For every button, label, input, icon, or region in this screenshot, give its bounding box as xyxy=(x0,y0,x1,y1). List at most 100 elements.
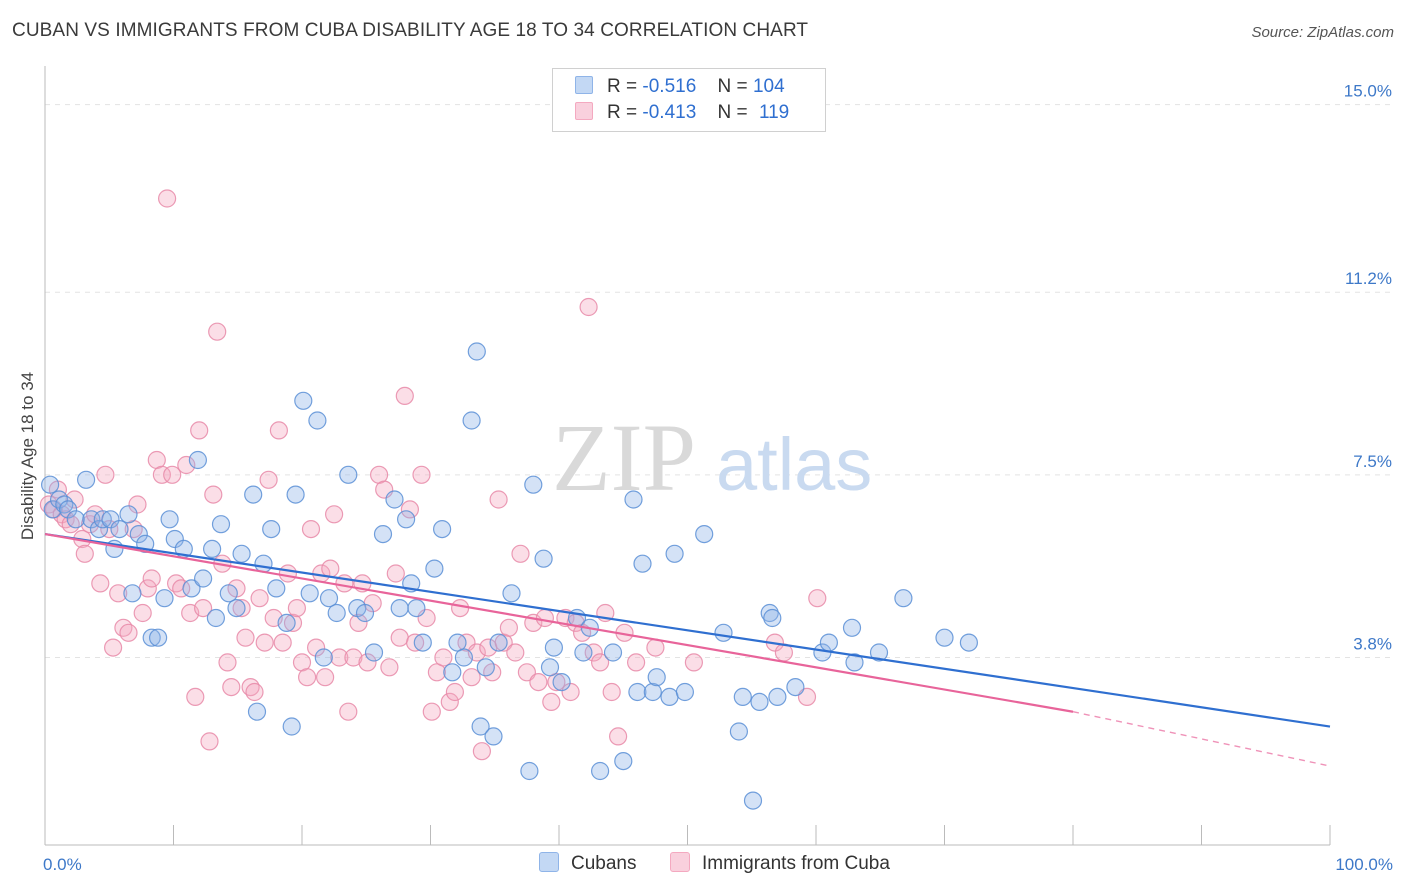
immigrants-point xyxy=(542,692,561,712)
immigrants-point xyxy=(390,628,409,647)
immigrants-point xyxy=(75,544,94,563)
trend-lines xyxy=(44,532,1331,767)
axes xyxy=(44,66,1331,846)
immigrants-point xyxy=(269,421,288,440)
bottom-legend-label-immigrants: Immigrants from Cuba xyxy=(702,853,890,874)
y-tick-label: 11.2% xyxy=(1345,269,1392,288)
watermark-zip: ZIP xyxy=(552,404,696,511)
immigrants-point xyxy=(186,687,205,707)
cubans-point xyxy=(227,598,246,618)
immigrants-point xyxy=(200,732,219,751)
immigrants-point xyxy=(434,648,453,667)
cubans-point xyxy=(763,608,782,628)
x-tick-labels: 0.0% 100.0% xyxy=(43,855,1393,874)
x-tick-label: 100.0% xyxy=(1335,855,1393,874)
cubans-point xyxy=(750,692,769,712)
immigrants-point xyxy=(535,608,555,628)
cubans-point xyxy=(203,539,222,559)
cubans-point xyxy=(760,603,779,623)
cubans-point xyxy=(624,490,643,509)
cubans-point xyxy=(467,342,486,361)
cubans-point xyxy=(244,485,263,504)
cubans-point xyxy=(110,519,129,539)
immigrants-point xyxy=(316,668,335,687)
cubans-point xyxy=(49,490,69,509)
y-tick-label: 3.8% xyxy=(1353,634,1392,653)
cubans-point xyxy=(397,510,416,529)
immigrants-point xyxy=(298,668,317,687)
immigrants-point xyxy=(250,589,269,608)
immigrants-point xyxy=(172,579,191,598)
cubans-point xyxy=(390,598,409,618)
immigrants-point xyxy=(114,618,133,637)
grid-lines xyxy=(45,104,1392,658)
immigrants-point xyxy=(236,628,255,647)
immigrants-point xyxy=(602,682,621,702)
immigrants-point xyxy=(412,465,431,484)
cubans-point xyxy=(267,579,286,598)
cubans-point xyxy=(407,598,426,618)
y-tick-label: 7.5% xyxy=(1353,452,1392,471)
cubans-point xyxy=(647,668,666,687)
immigrants-point xyxy=(65,490,84,509)
immigrants-point xyxy=(506,643,525,662)
cubans-point xyxy=(643,682,662,702)
cubans-point xyxy=(232,544,251,563)
immigrants-point xyxy=(330,648,349,667)
immigrants-point xyxy=(529,672,548,692)
cubans-point xyxy=(471,717,490,736)
immigrants-point xyxy=(194,598,213,618)
cubans-trend-line xyxy=(44,532,1331,728)
cubans-point xyxy=(294,391,313,410)
cubans-point xyxy=(729,722,749,741)
cubans-point xyxy=(262,519,281,539)
series-immigrants-points xyxy=(39,189,827,761)
immigrants-point xyxy=(561,682,580,702)
immigrants-point xyxy=(462,668,481,687)
immigrants-point xyxy=(96,465,115,484)
immigrants-point xyxy=(100,519,119,539)
immigrants-point xyxy=(245,682,264,702)
immigrants-point xyxy=(608,727,628,746)
immigrants-point xyxy=(255,633,274,652)
cubans-point xyxy=(768,687,787,707)
immigrants-point xyxy=(301,519,321,539)
cubans-point xyxy=(211,515,231,534)
immigrants-point xyxy=(440,692,459,712)
series-cubans-points xyxy=(40,342,979,810)
immigrants-point xyxy=(152,465,171,484)
cubans-point xyxy=(247,702,267,721)
legend-n-value: 104 xyxy=(752,76,785,97)
cubans-point xyxy=(502,584,521,603)
cubans-point xyxy=(489,633,508,652)
cubans-point xyxy=(675,682,695,702)
immigrants-point xyxy=(204,485,223,504)
legend-row-cubans: R = -0.516 N = 104 xyxy=(575,76,785,100)
immigrants-point xyxy=(511,544,530,563)
immigrants-point xyxy=(499,618,518,637)
cubans-point xyxy=(40,475,60,494)
cubans-point xyxy=(574,643,593,662)
cubans-point xyxy=(695,524,714,544)
cubans-point xyxy=(534,549,553,568)
bottom-legend-label-cubans: Cubans xyxy=(571,853,637,874)
legend-swatch-cubans xyxy=(575,76,593,94)
cubans-point xyxy=(206,608,225,628)
cubans-point xyxy=(149,628,168,647)
cubans-point xyxy=(935,628,954,647)
legend-r-value: -0.516 xyxy=(642,76,697,97)
cubans-point xyxy=(194,569,213,588)
legend-swatch-immigrants xyxy=(575,102,593,120)
immigrants-point xyxy=(584,643,603,662)
immigrants-point xyxy=(163,465,182,484)
immigrants-point xyxy=(119,623,138,642)
immigrants-point xyxy=(626,653,646,672)
y-tick-label: 15.0% xyxy=(1344,82,1392,101)
immigrants-point xyxy=(232,598,251,618)
immigrants-point xyxy=(339,702,358,721)
immigrants-point xyxy=(321,559,340,578)
immigrants-point xyxy=(158,189,177,208)
immigrants-point xyxy=(177,455,196,475)
cubans-point xyxy=(544,638,564,657)
